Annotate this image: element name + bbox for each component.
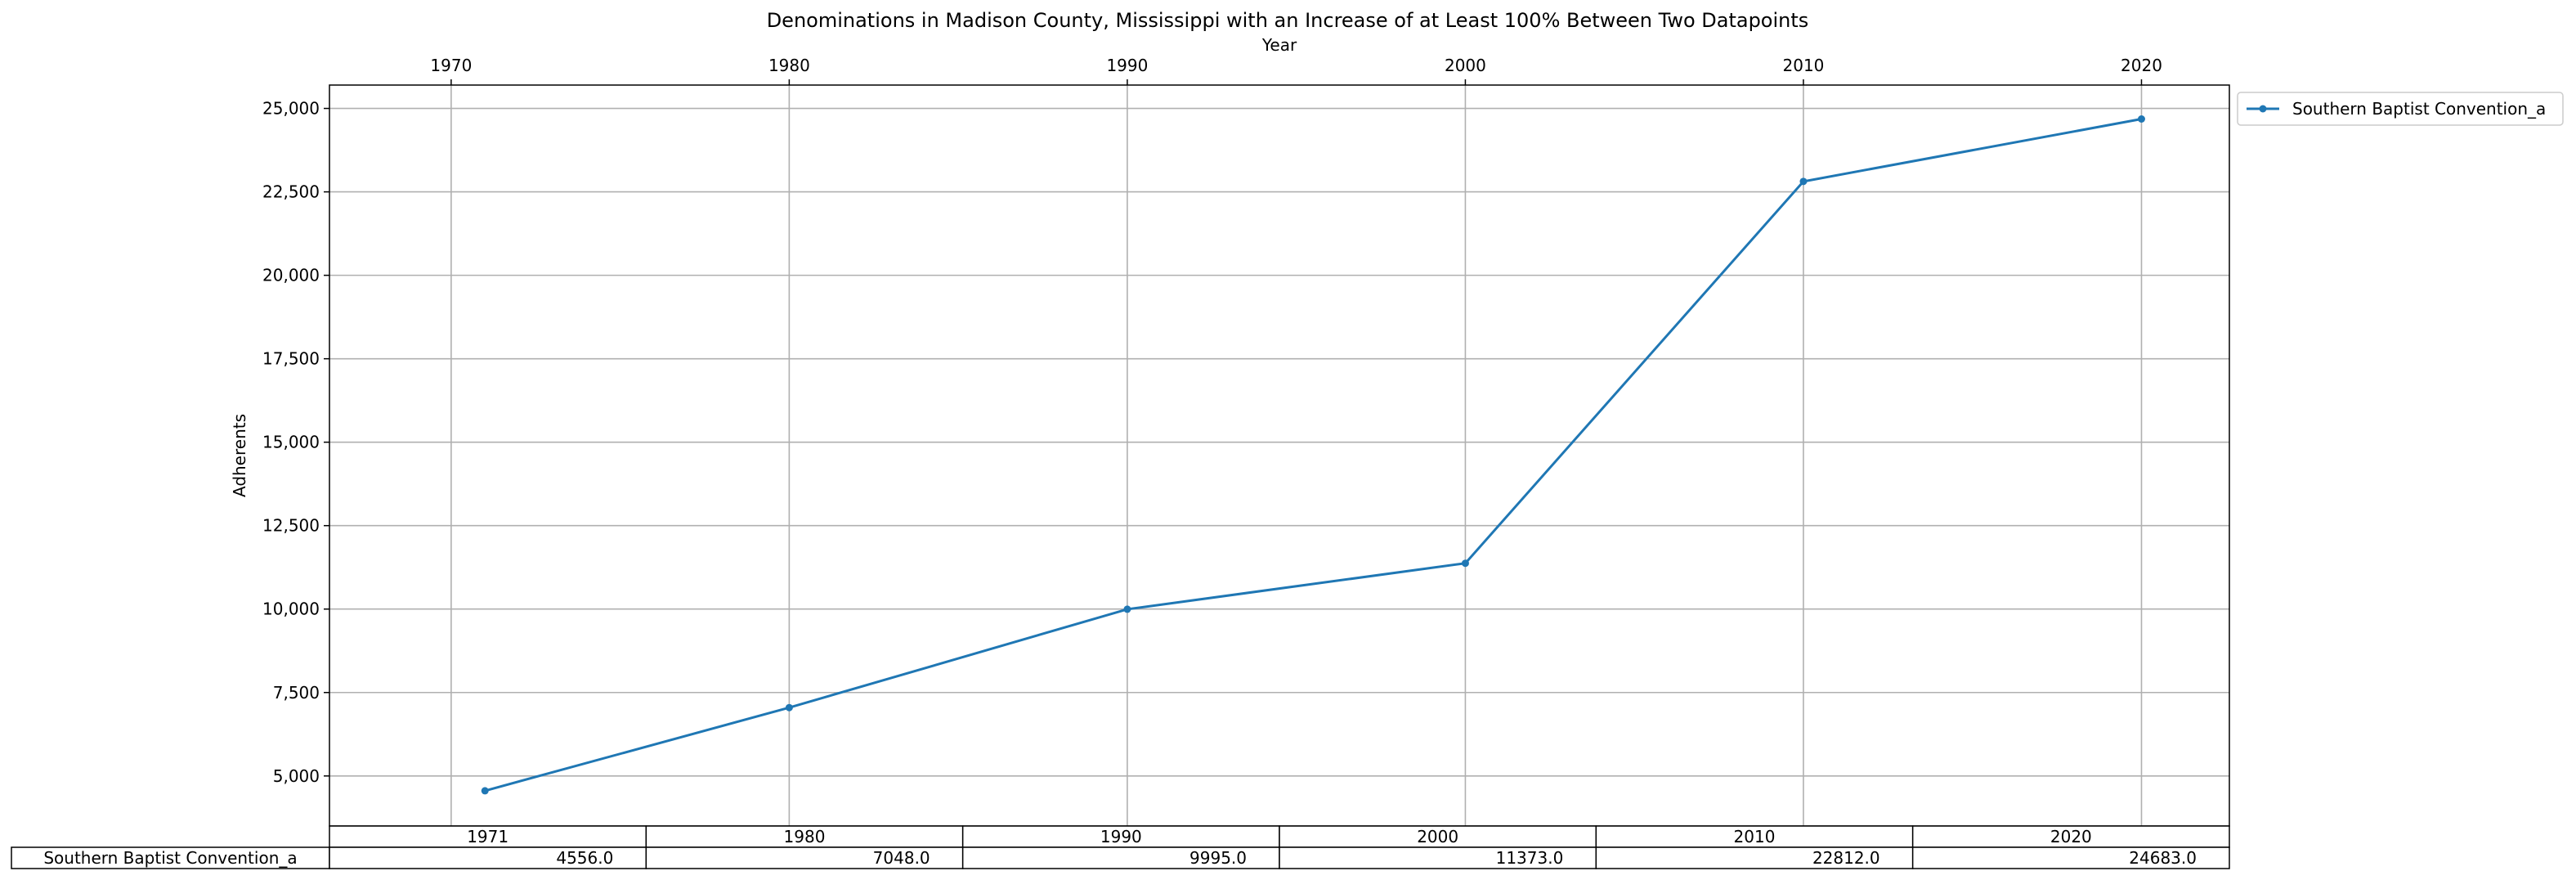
table-cell-value: 9995.0 bbox=[1189, 848, 1247, 868]
table-header-label: 2020 bbox=[2050, 827, 2092, 846]
table-header-cell bbox=[329, 825, 647, 848]
y-tick-label: 20,000 bbox=[262, 266, 320, 285]
table-cell-value: 11373.0 bbox=[1496, 848, 1564, 868]
table-row-label: Southern Baptist Convention_a bbox=[43, 848, 297, 868]
y-tick-label: 25,000 bbox=[262, 99, 320, 119]
y-tick-label: 10,000 bbox=[262, 599, 320, 619]
y-axis-label: Adherents bbox=[230, 414, 249, 497]
series-line bbox=[484, 118, 2142, 792]
table-cell-value: 24683.0 bbox=[2129, 848, 2197, 868]
data-point bbox=[2137, 115, 2145, 123]
y-tick-label: 17,500 bbox=[262, 349, 320, 369]
table-header-cell bbox=[1279, 825, 1597, 848]
table-header-cell bbox=[961, 825, 1280, 848]
data-point bbox=[1461, 559, 1469, 568]
legend-marker bbox=[2259, 105, 2267, 113]
chart-title: Denominations in Madison County, Mississ… bbox=[767, 9, 1809, 32]
x-tick-label: 1990 bbox=[1106, 56, 1148, 75]
y-tick-label: 22,500 bbox=[262, 182, 320, 202]
x-tick-label: 2000 bbox=[1445, 56, 1486, 75]
legend: Southern Baptist Convention_a bbox=[2237, 92, 2564, 126]
table-header-label: 2000 bbox=[1417, 827, 1458, 846]
x-tick-label: 2010 bbox=[1783, 56, 1825, 75]
plot-frame bbox=[329, 84, 2230, 827]
table-header-label: 1980 bbox=[784, 827, 826, 846]
table-header-label: 1971 bbox=[467, 827, 508, 846]
y-tick-label: 15,000 bbox=[262, 433, 320, 452]
y-axis: 5,000 7,500 10,000 12,500 15,000 17,500 20,000… bbox=[262, 99, 329, 786]
y-tick-label: 5,000 bbox=[273, 766, 320, 786]
table-header-cell bbox=[1911, 825, 2230, 848]
x-tick-label: 1980 bbox=[768, 56, 810, 75]
legend-label: Southern Baptist Convention_a bbox=[2292, 99, 2546, 119]
x-axis: 1970 1980 1990 2000 2010 2020 bbox=[430, 56, 2162, 85]
data-point bbox=[785, 703, 793, 712]
series-layer bbox=[481, 115, 2145, 795]
grid bbox=[329, 85, 2229, 826]
legend-box bbox=[2237, 92, 2564, 126]
table-cell bbox=[329, 846, 647, 869]
table-header-cell bbox=[1595, 825, 1914, 848]
y-tick-label: 12,500 bbox=[262, 516, 320, 536]
table-cell-value: 4556.0 bbox=[556, 848, 613, 868]
table-cell-value: 22812.0 bbox=[1812, 848, 1880, 868]
table-header-label: 2010 bbox=[1734, 827, 1776, 846]
table-cell-value: 7048.0 bbox=[873, 848, 930, 868]
x-tick-label: 1970 bbox=[430, 56, 472, 75]
table-cell bbox=[645, 846, 964, 869]
data-point bbox=[1123, 605, 1131, 613]
x-tick-label: 2020 bbox=[2121, 56, 2162, 75]
y-tick-label: 7,500 bbox=[273, 683, 320, 703]
table-cell bbox=[1911, 846, 2230, 869]
data-table: 1971 1980 1990 2000 2010 2020 Southern Baptist… bbox=[11, 825, 2230, 869]
x-axis-label: Year bbox=[1261, 35, 1297, 55]
table-header-label: 1990 bbox=[1100, 827, 1142, 846]
data-point bbox=[1799, 177, 1808, 186]
data-point bbox=[481, 787, 489, 795]
